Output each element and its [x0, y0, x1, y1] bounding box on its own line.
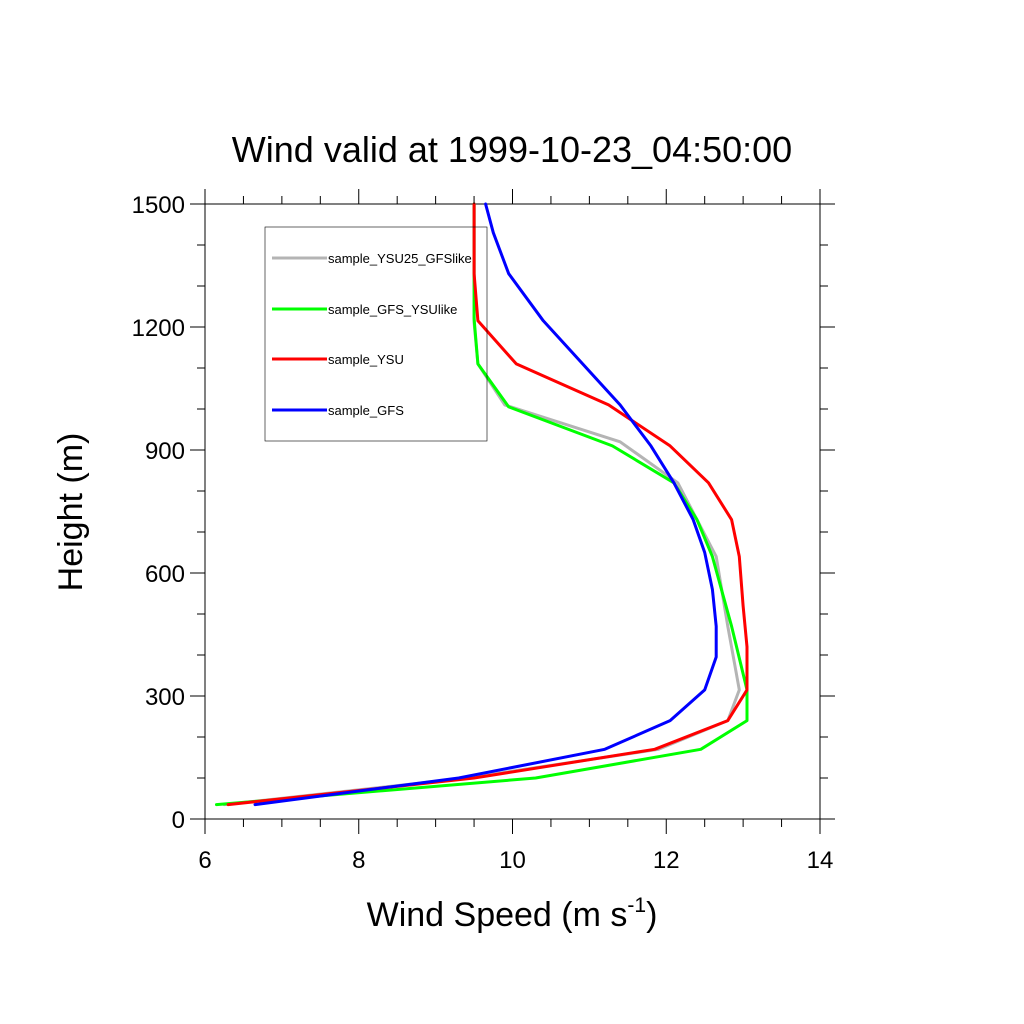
legend-label: sample_YSU [328, 352, 404, 367]
y-tick-label: 1500 [132, 192, 185, 219]
x-axis-label-suffix: ) [646, 896, 657, 934]
series-line-sample_GFS_YSUlike [215, 202, 749, 807]
chart-title: Wind valid at 1999-10-23_04:50:00 [232, 129, 792, 170]
legend-box [264, 226, 488, 442]
y-tick-label: 600 [145, 561, 185, 588]
x-axis-label-superscript: -1 [627, 894, 646, 917]
x-tick-label: 14 [807, 847, 834, 874]
x-axis-label-main: Wind Speed (m s [367, 896, 628, 934]
series-group [215, 202, 749, 807]
legend: sample_YSU25_GFSlike sample_GFS_YSUlikesa… [264, 226, 488, 442]
x-tick-label: 6 [198, 847, 211, 874]
y-axis-label: Height (m) [52, 433, 90, 592]
x-tick-label: 8 [352, 847, 365, 874]
series-line-sample_YSU25_GFSlike [222, 202, 741, 807]
legend-label: sample_YSU25_GFSlike [328, 251, 472, 266]
y-tick-label: 0 [172, 807, 185, 834]
series-line-sample_GFS [253, 202, 718, 807]
legend-label: sample_GFS [328, 403, 404, 418]
x-tick-label: 12 [653, 847, 680, 874]
legend-label: sample_GFS_YSUlike [328, 302, 457, 317]
y-tick-label: 300 [145, 684, 185, 711]
x-axis-label: Wind Speed (m s-1) [367, 894, 658, 934]
axis-ticks [190, 189, 835, 834]
x-tick-label: 10 [499, 847, 526, 874]
y-tick-label: 1200 [132, 315, 185, 342]
y-tick-label: 900 [145, 438, 185, 465]
tick-labels: 6 8 10 12 14 0 300 600 900 1200 1500 [132, 192, 834, 874]
series-line-sample_YSU [226, 202, 749, 807]
